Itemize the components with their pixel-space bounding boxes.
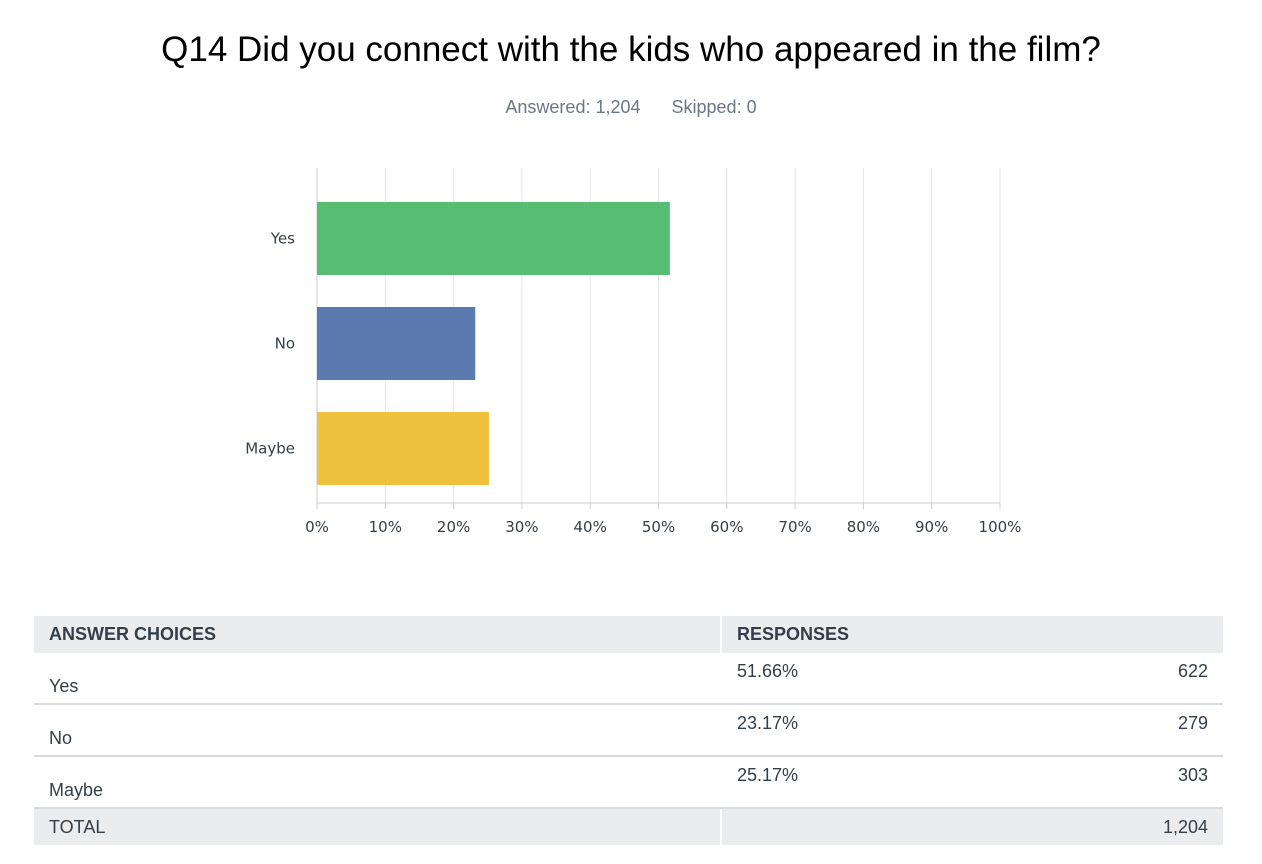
bar-yes (317, 202, 670, 275)
table-row: Yes 51.66% 622 (34, 653, 1223, 705)
response-percent: 23.17% (737, 713, 799, 733)
response-percent: 51.66% (737, 661, 799, 681)
response-summary: Answered: 1,204 Skipped: 0 (0, 97, 1262, 118)
bar-maybe (317, 412, 489, 485)
x-tick-label: 100% (979, 518, 1022, 536)
response-cell: 51.66% 622 (721, 653, 1223, 705)
skipped-count: Skipped: 0 (671, 97, 757, 117)
header-answer-choices: ANSWER CHOICES (34, 616, 722, 653)
x-tick-label: 70% (778, 518, 811, 536)
response-count: 303 (1177, 765, 1208, 785)
total-row: TOTAL 1,204 (34, 808, 1223, 845)
x-tick-label: 20% (437, 518, 470, 536)
question-title: Q14 Did you connect with the kids who ap… (161, 30, 1101, 69)
choice-label: Maybe (34, 756, 722, 809)
x-tick-label: 50% (642, 518, 675, 536)
bar-chart: 0% 10% 20% 30% 40% 50% 60% 70% 80% 90% 100% Yes No Ma… (245, 168, 1022, 536)
x-tick-label: 80% (847, 518, 880, 536)
response-cell: 23.17% 279 (721, 704, 1223, 757)
category-label: Maybe (245, 440, 295, 458)
table-header-row: ANSWER CHOICES RESPONSES (34, 616, 1223, 653)
choice-label: No (34, 704, 722, 757)
total-label: TOTAL (34, 808, 722, 845)
answered-count: Answered: 1,204 (505, 97, 641, 117)
category-label: Yes (270, 230, 295, 248)
response-cell: 25.17% 303 (721, 756, 1223, 809)
response-count: 622 (1177, 661, 1208, 681)
x-tick-label: 40% (574, 518, 607, 536)
response-percent: 25.17% (737, 765, 799, 785)
x-tick-label: 30% (505, 518, 538, 536)
table-row: No 23.17% 279 (34, 704, 1223, 757)
bar-no (317, 307, 476, 380)
category-label: No (275, 335, 295, 353)
x-tick-label: 0% (305, 518, 329, 536)
table-row: Maybe 25.17% 303 (34, 756, 1223, 809)
choice-label: Yes (34, 653, 722, 705)
x-tick-label: 60% (710, 518, 743, 536)
x-tick-label: 10% (369, 518, 402, 536)
x-tick-label: 90% (915, 518, 948, 536)
total-count: 1,204 (721, 808, 1223, 845)
response-count: 279 (1177, 713, 1208, 733)
header-responses: RESPONSES (721, 616, 1223, 653)
responses-table: ANSWER CHOICES RESPONSES Yes 51.66% 622 … (34, 616, 1223, 845)
